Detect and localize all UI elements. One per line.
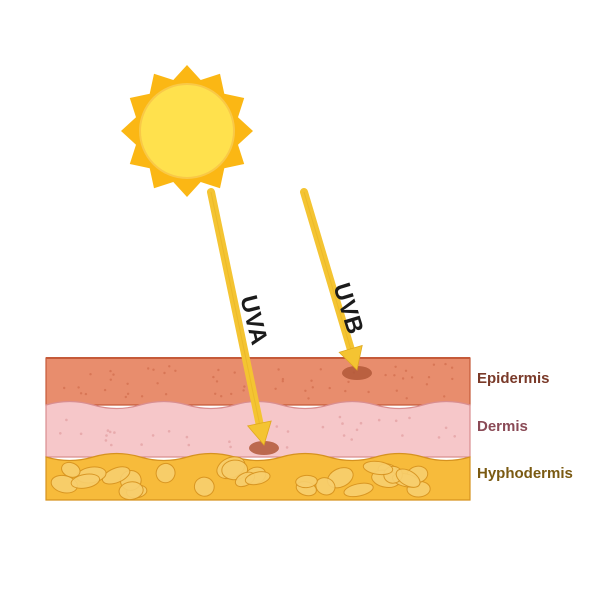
skin-cross-section — [0, 0, 600, 600]
diagram-canvas: EpidermisDermisHyphodermis UVAUVB — [0, 0, 600, 600]
label-epidermis: Epidermis — [477, 370, 550, 387]
label-hypodermis: Hyphodermis — [477, 465, 573, 482]
label-dermis: Dermis — [477, 418, 528, 435]
